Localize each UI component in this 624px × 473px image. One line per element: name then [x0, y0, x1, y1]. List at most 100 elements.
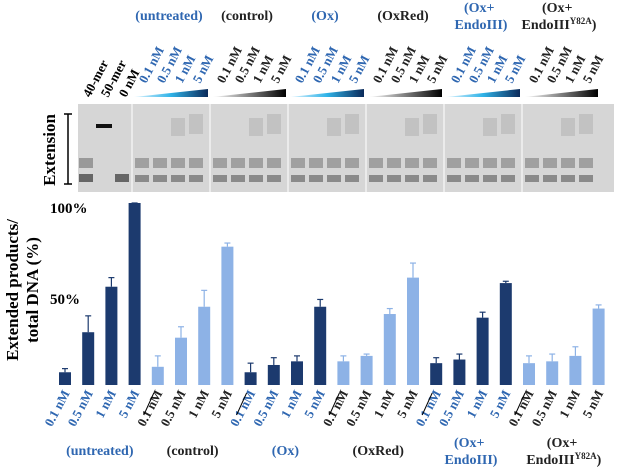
- gel-band: [345, 114, 359, 134]
- gel-band: [423, 158, 437, 168]
- gradient-wedge: [524, 89, 598, 97]
- bar: [592, 308, 605, 385]
- group-label: (Ox+ EndoIIIY82A): [526, 436, 601, 468]
- gel-band: [543, 158, 557, 168]
- gel-band: [189, 114, 203, 134]
- suffix: ): [592, 18, 597, 33]
- bar: [59, 372, 71, 385]
- gel-band: [405, 158, 419, 168]
- gel-band: [135, 175, 149, 182]
- gradient-wedge: [212, 89, 286, 97]
- bar: [383, 314, 396, 385]
- group-separator: [328, 392, 340, 416]
- x-tick-label: 1 nM: [185, 387, 212, 420]
- gel-band: [327, 118, 341, 136]
- group-label: (control): [167, 444, 219, 459]
- gradient-wedge: [134, 89, 208, 97]
- gel-label: Extension: [40, 114, 59, 186]
- gel-band: [267, 114, 281, 134]
- gel-band: [291, 175, 305, 182]
- gel-band: [579, 158, 593, 168]
- gel-band: [345, 158, 359, 168]
- superscript: Y82A: [575, 451, 597, 461]
- bar: [151, 366, 164, 385]
- bar: [128, 203, 141, 385]
- bar: [430, 363, 443, 385]
- y-axis-label: Extended products/: [3, 219, 22, 361]
- gel-band: [96, 124, 112, 128]
- group-separator: [143, 392, 155, 416]
- bar: [523, 363, 535, 385]
- gel-band: [561, 118, 575, 136]
- gradient-wedge: [446, 89, 520, 97]
- gel-band: [249, 118, 263, 136]
- gel-band: [79, 158, 93, 168]
- gel-band: [447, 175, 461, 182]
- gel-band: [249, 175, 263, 182]
- gel-band: [561, 175, 575, 182]
- group-label: (Ox+ EndoIII): [455, 1, 508, 33]
- gel-band: [465, 158, 479, 168]
- gel-band: [231, 175, 245, 182]
- gel-band: [267, 175, 281, 182]
- gel-band: [327, 175, 341, 182]
- group-separator: [421, 392, 433, 416]
- gel-band: [309, 175, 323, 182]
- gel-band: [189, 175, 203, 182]
- gel-band: [171, 158, 185, 168]
- suffix: ): [597, 453, 602, 468]
- bar: [453, 359, 466, 385]
- gel-band: [465, 175, 479, 182]
- gel-band: [525, 158, 539, 168]
- group-label: (OxRed): [353, 444, 405, 459]
- x-tick-label: 1 nM: [92, 387, 119, 420]
- x-tick-label: 5 nM: [579, 387, 606, 420]
- gel-band: [483, 158, 497, 168]
- gel-band: [483, 118, 497, 136]
- group-label: (Ox+ EndoIII): [445, 436, 498, 468]
- gel-band: [171, 175, 185, 182]
- group-label: (control): [221, 9, 273, 24]
- gel-band: [423, 114, 437, 134]
- bar: [105, 286, 118, 385]
- y-tick-label: 100%: [50, 201, 88, 217]
- bar: [291, 361, 303, 385]
- gel-band: [79, 174, 93, 182]
- y-tick-label: 50%: [50, 292, 80, 308]
- bar: [221, 246, 234, 385]
- gel-band: [387, 175, 401, 182]
- gel-band: [171, 118, 185, 136]
- y-axis-label: total DNA (%): [23, 237, 42, 343]
- gel-band: [423, 175, 437, 182]
- gel-band: [501, 158, 515, 168]
- gel-band: [115, 174, 129, 182]
- bar: [569, 355, 582, 385]
- gel-band: [135, 158, 149, 168]
- gel-band: [369, 175, 383, 182]
- gel-band: [579, 175, 593, 182]
- x-tick-label: 1 nM: [556, 387, 583, 420]
- gel-band: [405, 118, 419, 136]
- bar: [244, 372, 257, 385]
- bar: [337, 361, 350, 385]
- superscript: Y82A: [570, 16, 592, 26]
- group-label: (OxRed): [377, 9, 429, 24]
- x-tick-label: 1 nM: [278, 387, 305, 420]
- bar: [82, 332, 95, 385]
- gel-band: [447, 158, 461, 168]
- gel-band: [525, 175, 539, 182]
- gel-band: [369, 158, 383, 168]
- x-tick-label: 1 nM: [463, 387, 490, 420]
- gel-band: [189, 158, 203, 168]
- gel-band: [387, 158, 401, 168]
- gel-band: [327, 158, 341, 168]
- gel-band: [153, 158, 167, 168]
- x-tick-label: 1 nM: [370, 387, 397, 420]
- bar: [175, 337, 187, 385]
- group-label: (Ox): [311, 9, 339, 24]
- bar: [407, 277, 419, 385]
- gel-band: [501, 175, 515, 182]
- gel-band: [231, 158, 245, 168]
- bar: [476, 317, 489, 385]
